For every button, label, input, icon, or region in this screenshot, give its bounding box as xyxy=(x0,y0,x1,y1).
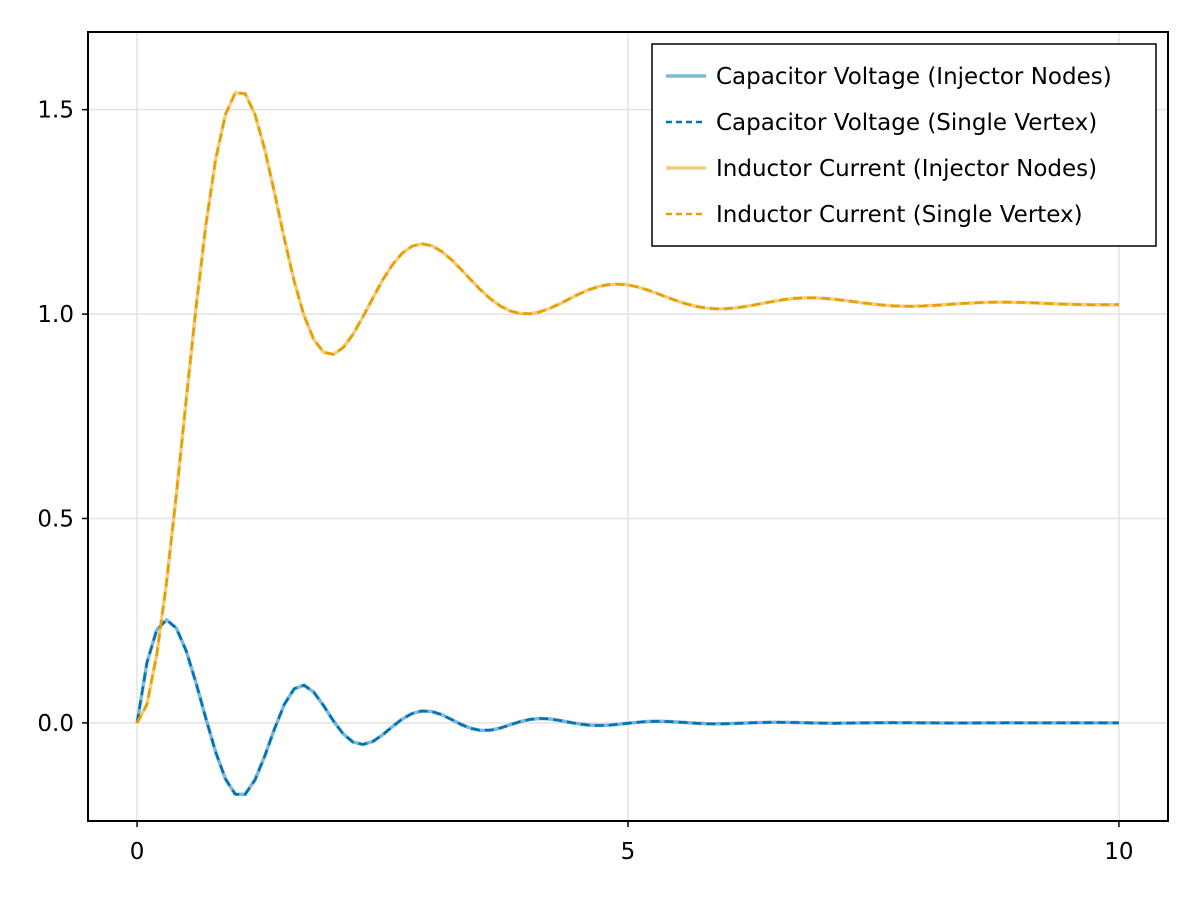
x-tick-label: 10 xyxy=(1104,839,1133,865)
legend: Capacitor Voltage (Injector Nodes) Capaci… xyxy=(651,43,1157,247)
y-axis-ticks: 0.0 0.5 1.0 1.5 xyxy=(37,98,88,737)
y-tick-label: 0.5 xyxy=(37,506,74,532)
y-tick-label: 1.0 xyxy=(37,302,74,328)
legend-label-1: Capacitor Voltage (Injector Nodes) xyxy=(716,64,1112,90)
legend-box xyxy=(651,43,1157,247)
legend-label-2: Capacitor Voltage (Single Vertex) xyxy=(716,110,1097,136)
legend-label-3: Inductor Current (Injector Nodes) xyxy=(716,156,1097,182)
x-tick-label: 0 xyxy=(130,839,145,865)
series-line-2 xyxy=(135,618,1119,796)
series-line-4 xyxy=(135,91,1119,724)
x-tick-label: 5 xyxy=(621,839,636,865)
y-tick-label: 1.5 xyxy=(37,98,74,124)
legend-label-4: Inductor Current (Single Vertex) xyxy=(716,202,1083,228)
series-layer xyxy=(135,91,1119,797)
y-tick-label: 0.0 xyxy=(37,711,74,737)
x-axis-ticks: 0 5 10 xyxy=(130,821,1134,865)
